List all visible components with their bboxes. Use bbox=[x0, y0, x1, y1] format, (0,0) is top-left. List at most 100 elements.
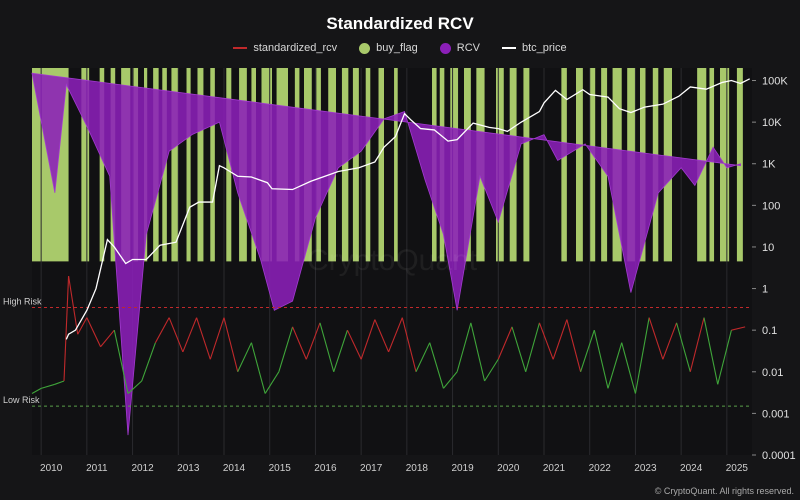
standardized-rcv-segment-41 bbox=[566, 319, 582, 372]
legend-swatch-btc-price bbox=[501, 47, 516, 49]
legend-item-rcv[interactable]: RCV bbox=[439, 42, 480, 54]
standardized-rcv-segment-8 bbox=[113, 330, 129, 394]
x-tick-label-2025: 2025 bbox=[726, 463, 749, 474]
legend-label-btc-price: btc_price bbox=[521, 42, 567, 54]
standardized-rcv-segment-22 bbox=[305, 322, 321, 360]
standardized-rcv-segment-17 bbox=[237, 342, 252, 373]
standardized-rcv-segment-47 bbox=[648, 317, 664, 360]
legend-label-buy-flag: buy_flag bbox=[376, 42, 418, 54]
standardized-rcv-segment-18 bbox=[250, 342, 266, 394]
standardized-rcv-segment-40 bbox=[552, 319, 568, 360]
standardized-rcv-segment-15 bbox=[209, 317, 225, 360]
standardized-rcv-segment-38 bbox=[525, 322, 540, 372]
standardized-rcv-segment-28 bbox=[388, 317, 403, 353]
legend-swatch-buy-flag bbox=[359, 42, 371, 54]
standardized-rcv-segment-20 bbox=[278, 326, 294, 372]
buy-flag-bar-36 bbox=[576, 68, 583, 262]
standardized-rcv-segment-6 bbox=[86, 317, 102, 347]
y-tick-label-1: 1 bbox=[762, 284, 768, 296]
standardized-rcv-segment-16 bbox=[223, 317, 239, 372]
standardized-rcv-segment-49 bbox=[676, 322, 691, 372]
standardized-rcv-segment-43 bbox=[593, 330, 609, 389]
standardized-rcv-segment-53 bbox=[731, 326, 746, 331]
legend-item-standardized-rcv[interactable]: standardized_rcv bbox=[233, 42, 337, 54]
buy-flag-bar-23 bbox=[352, 68, 359, 262]
standardized-rcv-segment-26 bbox=[360, 319, 376, 360]
y-tick-label-1K: 1K bbox=[762, 159, 776, 171]
x-tick-label-2018: 2018 bbox=[406, 463, 429, 474]
standardized-rcv-segment-23 bbox=[319, 322, 335, 372]
standardized-rcv-segment-50 bbox=[689, 317, 705, 372]
y-tick-label-0.1: 0.1 bbox=[762, 325, 777, 337]
legend-label-standardized-rcv: standardized_rcv bbox=[253, 42, 338, 54]
ref-label-low-risk: Low Risk bbox=[3, 395, 40, 405]
standardized-rcv-segment-33 bbox=[456, 322, 472, 372]
standardized-rcv-segment-27 bbox=[374, 319, 390, 353]
buy-flag-bar-37 bbox=[589, 68, 596, 262]
standardized-rcv-segment-37 bbox=[511, 326, 527, 372]
standardized-rcv-segment-1 bbox=[40, 383, 56, 389]
buy-flag-bar-11 bbox=[197, 68, 204, 262]
standardized-rcv-segment-34 bbox=[470, 322, 486, 382]
buy-flag-bar-1 bbox=[81, 68, 90, 262]
legend-swatch-rcv bbox=[439, 42, 451, 54]
buy-flag-bar-12 bbox=[210, 68, 215, 262]
standardized-rcv-segment-29 bbox=[401, 317, 417, 372]
standardized-rcv-segment-24 bbox=[333, 330, 348, 372]
standardized-rcv-segment-5 bbox=[77, 317, 88, 335]
standardized-rcv-segment-25 bbox=[346, 329, 362, 360]
x-tick-label-2011: 2011 bbox=[86, 463, 108, 474]
standardized-rcv-segment-36 bbox=[497, 326, 513, 360]
x-tick-label-2017: 2017 bbox=[360, 463, 383, 474]
standardized-rcv-segment-13 bbox=[182, 317, 198, 353]
buy-flag-bar-22 bbox=[341, 68, 349, 262]
buy-flag-bar-2 bbox=[99, 68, 105, 262]
x-tick-label-2012: 2012 bbox=[131, 463, 154, 474]
x-tick-label-2023: 2023 bbox=[634, 463, 657, 474]
y-tick-label-100K: 100K bbox=[762, 76, 788, 88]
x-tick-label-2013: 2013 bbox=[177, 463, 200, 474]
standardized-rcv-segment-9 bbox=[127, 380, 143, 394]
standardized-rcv-segment-44 bbox=[607, 342, 623, 389]
standardized-rcv-segment-19 bbox=[264, 371, 280, 394]
standardized-rcv-segment-11 bbox=[154, 317, 170, 343]
standardized-rcv-segment-39 bbox=[538, 322, 554, 360]
standardized-rcv-segment-46 bbox=[634, 317, 650, 394]
x-tick-label-2022: 2022 bbox=[589, 463, 612, 474]
standardized-rcv-segment-10 bbox=[141, 342, 156, 382]
standardized-rcv-segment-12 bbox=[168, 317, 184, 353]
standardized-rcv-segment-3 bbox=[63, 276, 70, 382]
buy-flag-bar-34 bbox=[523, 68, 530, 262]
standardized-rcv-segment-48 bbox=[662, 322, 678, 360]
chart-legend: standardized_rcv buy_flag RCV btc_price bbox=[0, 42, 800, 54]
standardized-rcv-segment-42 bbox=[580, 330, 595, 372]
chart-title: Standardized RCV bbox=[326, 14, 474, 33]
x-tick-label-2019: 2019 bbox=[451, 463, 474, 474]
y-tick-label-0.001: 0.001 bbox=[762, 408, 790, 420]
buy-flag-bar-26 bbox=[394, 68, 398, 262]
y-tick-label-10: 10 bbox=[762, 242, 774, 254]
watermark: CryptoQuant bbox=[307, 244, 478, 277]
standardized-rcv-segment-4 bbox=[68, 275, 79, 335]
standardized-rcv-segment-30 bbox=[415, 342, 431, 373]
standardized-rcv-segment-32 bbox=[443, 371, 458, 389]
standardized-rcv-segment-0 bbox=[31, 387, 42, 395]
y-tick-label-0.01: 0.01 bbox=[762, 367, 783, 379]
standardized-rcv-segment-45 bbox=[621, 342, 636, 394]
footer-copyright: © CryptoQuant. All rights reserved. bbox=[654, 486, 794, 496]
legend-swatch-standardized-rcv bbox=[233, 47, 248, 49]
legend-item-buy-flag[interactable]: buy_flag bbox=[359, 42, 418, 54]
x-tick-label-2024: 2024 bbox=[680, 463, 703, 474]
standardized-rcv-segment-2 bbox=[54, 380, 65, 385]
legend-item-btc-price[interactable]: btc_price bbox=[501, 42, 567, 54]
x-tick-label-2021: 2021 bbox=[543, 463, 566, 474]
buy-flag-bar-25 bbox=[378, 68, 384, 262]
rcv-area bbox=[31, 72, 741, 436]
standardized-rcv-segment-51 bbox=[703, 317, 719, 385]
buy-flag-bar-9 bbox=[171, 68, 179, 262]
standardized-rcv-segment-7 bbox=[100, 329, 115, 348]
y-tick-label-0.0001: 0.0001 bbox=[762, 450, 796, 462]
standardized-rcv-segment-52 bbox=[717, 330, 732, 385]
btc-price-line bbox=[65, 78, 751, 340]
